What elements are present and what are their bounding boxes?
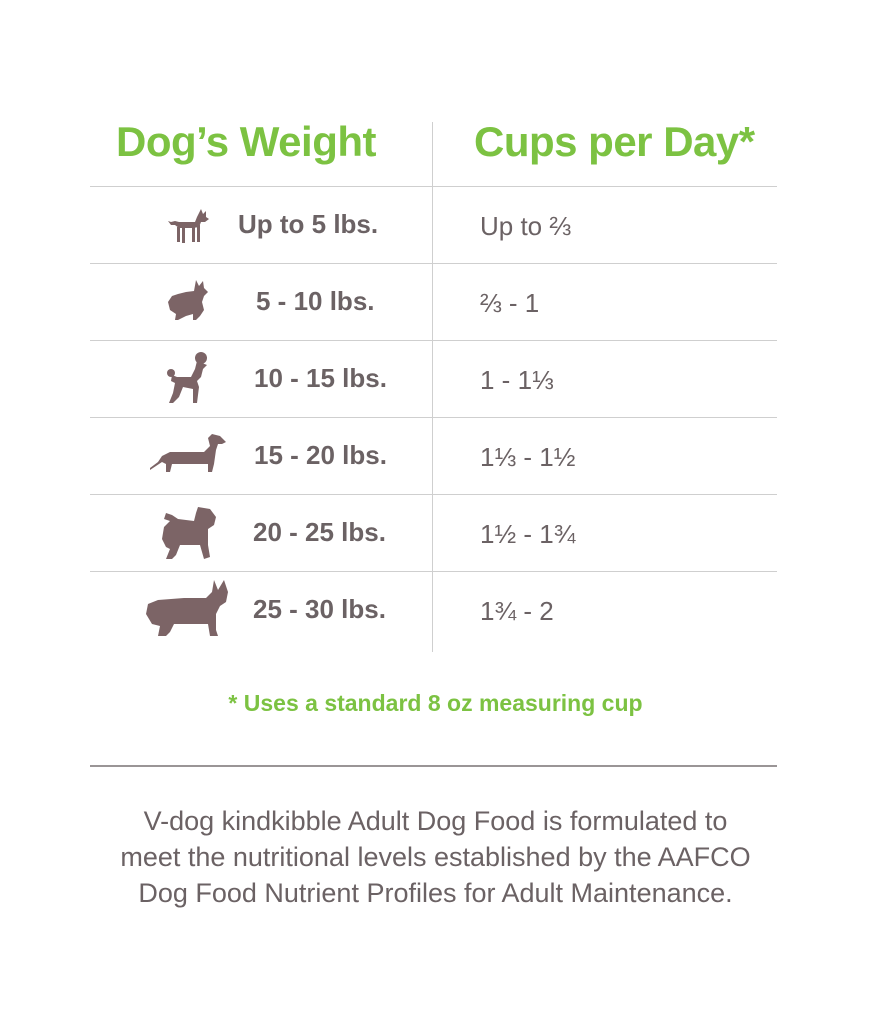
- weight-value: 15 - 20 lbs.: [254, 440, 387, 470]
- row-divider: [90, 340, 777, 341]
- weight-column-header: Dog’s Weight: [116, 118, 377, 165]
- table-row: 25 - 30 lbs. 1¾ - 2: [90, 572, 777, 649]
- cups-value: 1 - 1⅓: [480, 365, 554, 395]
- table-row: 10 - 15 lbs. 1 - 1⅓: [90, 341, 777, 418]
- section-divider: [90, 765, 777, 767]
- row-divider: [90, 186, 777, 187]
- cups-value: 1¾ - 2: [480, 596, 554, 626]
- chihuahua-icon: [168, 209, 209, 243]
- cups-column-header: Cups per Day*: [474, 118, 755, 165]
- weight-value: 10 - 15 lbs.: [254, 363, 387, 393]
- cups-value: 1½ - 1¾: [480, 519, 576, 549]
- corgi-icon: [146, 580, 228, 636]
- statement-line: Dog Food Nutrient Profiles for Adult Mai…: [138, 878, 733, 908]
- table-row: 5 - 10 lbs. ⅔ - 1: [90, 264, 777, 341]
- weight-value: 25 - 30 lbs.: [253, 594, 386, 624]
- weight-value: Up to 5 lbs.: [238, 209, 379, 239]
- statement-line: V-dog kindkibble Adult Dog Food is formu…: [143, 806, 728, 836]
- row-divider: [90, 263, 777, 264]
- row-divider: [90, 494, 777, 495]
- table-row: 20 - 25 lbs. 1½ - 1¾: [90, 495, 777, 572]
- dachshund-icon: [150, 434, 226, 472]
- column-divider: [432, 122, 433, 652]
- formulation-statement: V-dog kindkibble Adult Dog Food is formu…: [40, 803, 831, 911]
- pug-icon: [162, 507, 216, 559]
- table-row: Up to 5 lbs. Up to ⅔: [90, 187, 777, 264]
- cups-value: Up to ⅔: [480, 211, 572, 241]
- row-divider: [90, 417, 777, 418]
- row-divider: [90, 571, 777, 572]
- poodle-icon: [167, 352, 207, 403]
- statement-line: meet the nutritional levels established …: [120, 842, 751, 872]
- table-row: 15 - 20 lbs. 1⅓ - 1½: [90, 418, 777, 495]
- weight-value: 20 - 25 lbs.: [253, 517, 386, 547]
- cups-value: 1⅓ - 1½: [480, 442, 576, 472]
- measuring-cup-note: * Uses a standard 8 oz measuring cup: [228, 690, 643, 716]
- cups-value: ⅔ - 1: [480, 288, 540, 318]
- pomeranian-icon: [168, 280, 208, 320]
- weight-value: 5 - 10 lbs.: [256, 286, 375, 316]
